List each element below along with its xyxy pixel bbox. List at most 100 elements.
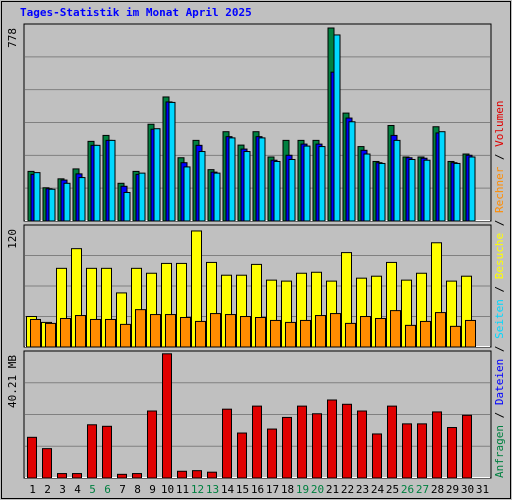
legend: Anfragen / Dateien / Seiten / Besuche / … <box>493 100 506 478</box>
legend-separator: / <box>493 339 506 359</box>
bar-rechner-day-1 <box>30 318 41 348</box>
x-tick-day-11: 11 <box>176 483 189 496</box>
x-tick-day-28: 28 <box>431 483 444 496</box>
bar-rechner-day-4 <box>75 315 86 348</box>
x-tick-day-18: 18 <box>281 483 294 496</box>
bar-seiten-day-4 <box>78 177 86 222</box>
bar-rechner-day-24 <box>375 317 386 348</box>
bar-seiten-day-12 <box>198 151 206 222</box>
x-tick-day-8: 8 <box>134 483 141 496</box>
x-tick-day-22: 22 <box>341 483 354 496</box>
bar-volumen-day-10 <box>162 353 172 479</box>
bar-seiten-day-6 <box>108 139 116 222</box>
requests-panel-ymax-label: 778 <box>6 28 19 48</box>
bar-seiten-day-25 <box>393 139 401 222</box>
bar-volumen-day-14 <box>222 408 232 479</box>
bar-volumen-day-29 <box>447 427 457 479</box>
x-tick-day-19: 19 <box>296 483 309 496</box>
bar-volumen-day-1 <box>27 436 37 479</box>
bar-rechner-day-13 <box>210 313 221 348</box>
visits-panel-ymax-label: 120 <box>6 229 19 249</box>
bar-seiten-day-15 <box>243 151 251 222</box>
legend-item-seiten: Seiten <box>493 299 506 339</box>
x-tick-day-2: 2 <box>44 483 51 496</box>
x-tick-day-17: 17 <box>266 483 279 496</box>
x-tick-day-14: 14 <box>221 483 235 496</box>
bar-volumen-day-30 <box>462 414 472 479</box>
bar-rechner-day-23 <box>360 316 371 348</box>
bar-seiten-day-23 <box>363 153 371 222</box>
bar-seiten-day-10 <box>168 101 176 222</box>
x-tick-day-5: 5 <box>89 483 96 496</box>
bar-seiten-day-5 <box>93 144 101 222</box>
chart-title: Tages-Statistik im Monat April 2025 <box>20 6 252 19</box>
bar-seiten-day-30 <box>468 156 476 222</box>
bar-rechner-day-27 <box>420 320 431 348</box>
bar-volumen-day-6 <box>102 425 112 479</box>
bar-seiten-day-3 <box>63 182 71 222</box>
bar-seiten-day-16 <box>258 137 266 222</box>
bar-rechner-day-22 <box>345 322 356 348</box>
bar-seiten-day-21 <box>333 34 341 222</box>
legend-separator: / <box>493 147 506 167</box>
x-tick-day-15: 15 <box>236 483 249 496</box>
legend-separator: / <box>493 405 506 425</box>
bar-seiten-day-29 <box>453 162 461 222</box>
bar-rechner-day-26 <box>405 324 416 348</box>
x-tick-day-16: 16 <box>251 483 264 496</box>
bar-seiten-day-22 <box>348 121 356 222</box>
bar-rechner-day-21 <box>330 313 341 348</box>
bar-rechner-day-10 <box>165 314 176 348</box>
bar-seiten-day-19 <box>303 145 311 222</box>
bar-volumen-day-2 <box>42 448 52 479</box>
bar-rechner-day-5 <box>90 318 101 348</box>
bar-volumen-day-25 <box>387 405 397 479</box>
bar-seiten-day-11 <box>183 166 191 222</box>
bar-seiten-day-24 <box>378 162 386 222</box>
x-tick-day-30: 30 <box>461 483 474 496</box>
bar-rechner-day-3 <box>60 317 71 348</box>
x-tick-day-26: 26 <box>401 483 414 496</box>
x-tick-day-10: 10 <box>161 483 174 496</box>
bar-volumen-day-11 <box>177 470 187 479</box>
legend-item-rechner: Rechner <box>493 166 506 213</box>
bar-volumen-day-20 <box>312 413 322 479</box>
x-tick-day-24: 24 <box>371 483 385 496</box>
bar-volumen-day-4 <box>72 473 82 479</box>
bar-volumen-day-24 <box>372 433 382 479</box>
bar-rechner-day-9 <box>150 314 161 348</box>
bar-volumen-day-19 <box>297 405 307 479</box>
x-tick-day-27: 27 <box>416 483 429 496</box>
x-tick-day-23: 23 <box>356 483 369 496</box>
x-tick-day-4: 4 <box>74 483 81 496</box>
x-tick-day-13: 13 <box>206 483 219 496</box>
x-tick-day-3: 3 <box>59 483 66 496</box>
bar-rechner-day-12 <box>195 320 206 348</box>
bar-rechner-day-8 <box>135 309 146 348</box>
bar-volumen-day-12 <box>192 470 202 479</box>
legend-item-volumen: Volumen <box>493 100 506 146</box>
bar-volumen-day-21 <box>327 399 337 479</box>
bar-volumen-day-22 <box>342 403 352 479</box>
bar-seiten-day-13 <box>213 172 221 222</box>
x-tick-day-6: 6 <box>104 483 111 496</box>
legend-item-dateien: Dateien <box>493 359 506 405</box>
bar-seiten-day-28 <box>438 131 446 222</box>
legend-separator: / <box>493 279 506 299</box>
bar-rechner-day-6 <box>105 318 116 348</box>
bar-seiten-day-18 <box>288 158 296 222</box>
bar-rechner-day-2 <box>45 322 56 348</box>
bar-volumen-day-3 <box>57 473 67 479</box>
bar-seiten-day-20 <box>318 146 326 222</box>
bar-volumen-day-15 <box>237 432 247 479</box>
bar-volumen-day-26 <box>402 423 412 479</box>
bar-volumen-day-7 <box>117 473 127 479</box>
bar-volumen-day-18 <box>282 416 292 479</box>
bar-rechner-day-30 <box>465 319 476 348</box>
bar-rechner-day-28 <box>435 312 446 348</box>
bar-rechner-day-25 <box>390 310 401 348</box>
bar-rechner-day-18 <box>285 321 296 348</box>
x-tick-day-1: 1 <box>29 483 36 496</box>
